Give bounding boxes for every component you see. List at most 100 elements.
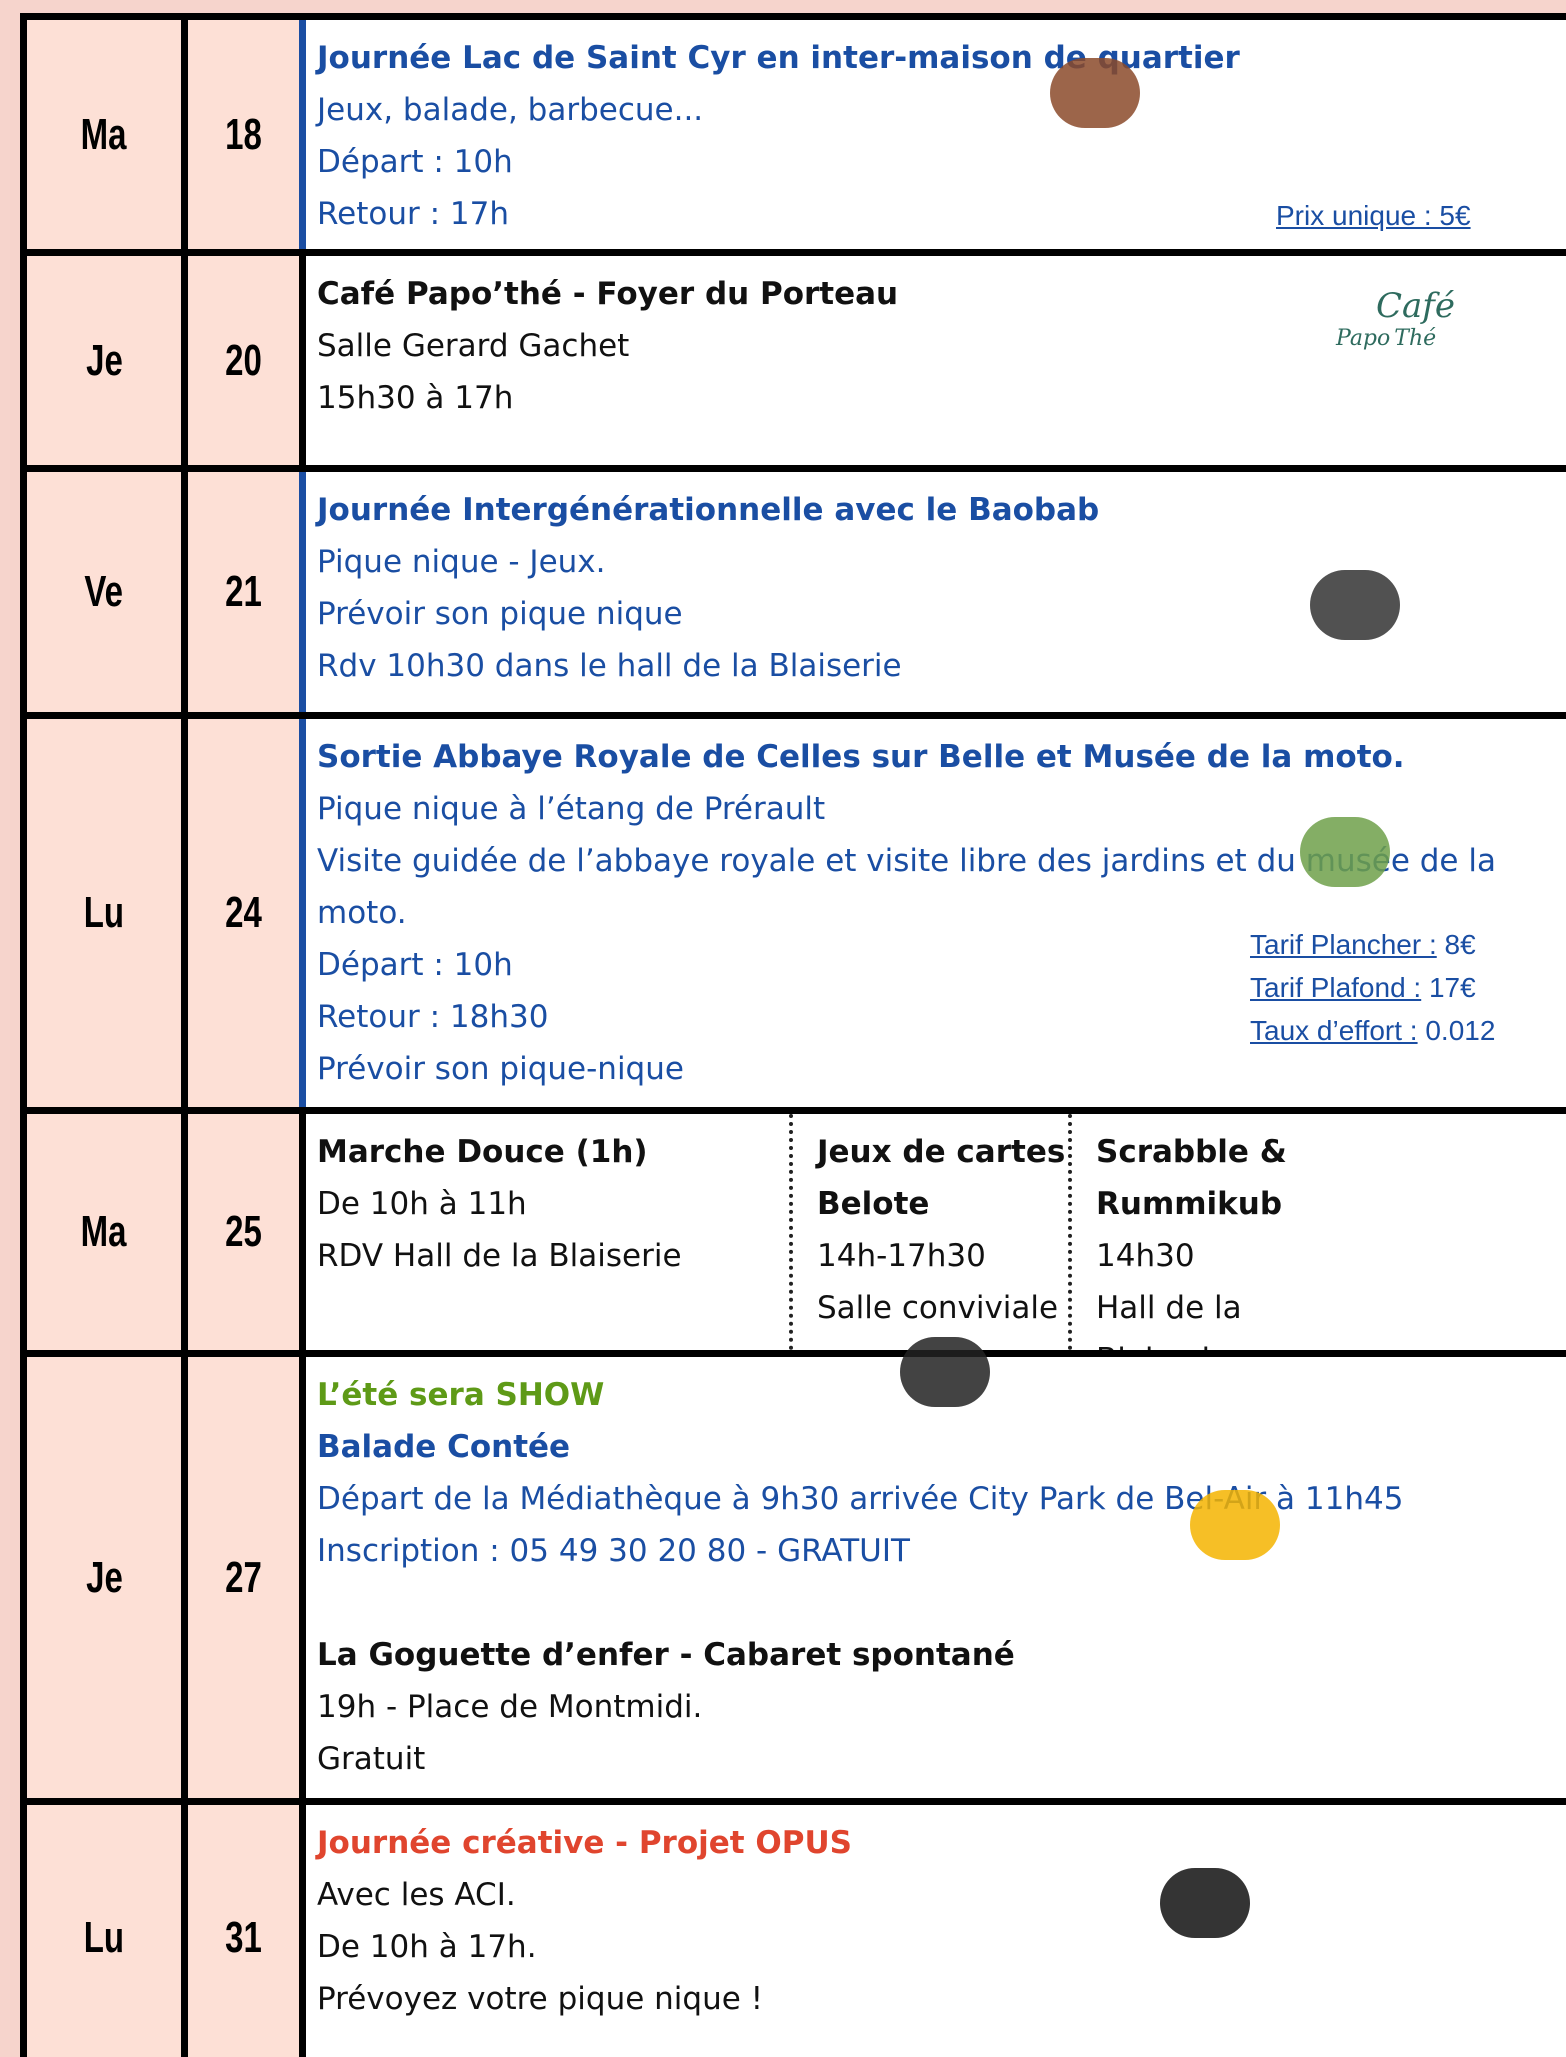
block-line: Départ : 10h — [317, 947, 513, 983]
block-title: Sortie Abbaye Royale de Celles sur Belle… — [317, 739, 1405, 775]
price-label: Taux d’effort : — [1250, 1015, 1418, 1046]
block-line: Prévoir son pique nique — [317, 596, 683, 632]
day-label: Je — [85, 335, 123, 385]
day-cell: Ve — [20, 472, 181, 712]
block-title: Journée créative - Projet OPUS — [317, 1825, 852, 1861]
date-label: 25 — [225, 1207, 262, 1256]
price-value: 8€ — [1444, 929, 1476, 960]
row: Lu 24 Sortie Abbaye Royale de Celles sur B… — [20, 712, 1566, 1107]
date-cell: 24 — [181, 719, 299, 1107]
block-title: Journée Lac de Saint Cyr en inter-maison… — [317, 40, 1240, 76]
column-title: Marche Douce (1h) — [317, 1134, 648, 1170]
block-line: Rdv 10h30 dans le hall de la Blaiserie — [317, 648, 902, 684]
date-label: 27 — [225, 1552, 262, 1602]
date-cell: 18 — [181, 20, 299, 249]
block-line: Pique nique à l’étang de Prérault — [317, 791, 826, 827]
date-label: 31 — [225, 1912, 262, 1962]
content: Journée créative - Projet OPUS Avec les A… — [299, 1805, 1566, 2057]
block-line: 19h - Place de Montmidi. — [317, 1689, 703, 1725]
row: Ma 18 Journée Lac de Saint Cyr en inter-ma… — [20, 13, 1566, 249]
logo-word: Papo — [1336, 326, 1391, 351]
illustration — [1050, 58, 1140, 128]
illustration — [1190, 1490, 1280, 1560]
block-title: La Goguette d’enfer - Cabaret spontané — [317, 1637, 1015, 1673]
price-value: 17€ — [1428, 972, 1476, 1003]
block-line: Prévoir son pique-nique — [317, 1051, 684, 1087]
content: Sortie Abbaye Royale de Celles sur Belle… — [299, 719, 1566, 1107]
illustration — [1160, 1868, 1250, 1938]
logo-word: Café — [1376, 286, 1455, 326]
block-line: Retour : 17h — [317, 196, 509, 232]
day-label: Lu — [83, 1912, 125, 1962]
day-label: Ve — [84, 567, 124, 616]
price-note: Tarif Plancher : 8€ — [1250, 929, 1476, 961]
illustration — [1310, 570, 1400, 640]
day-cell: Lu — [20, 719, 181, 1107]
date-cell: 21 — [181, 472, 299, 712]
content: Marche Douce (1h) De 10h à 11h RDV Hall de… — [299, 1114, 1566, 1378]
day-cell: Je — [20, 256, 181, 465]
block-line: Prévoyez votre pique nique ! — [317, 1981, 764, 2017]
date-label: 24 — [225, 888, 262, 937]
column-line: 14h30 — [1096, 1238, 1195, 1274]
content: Journée Lac de Saint Cyr en inter-maison… — [299, 20, 1566, 249]
column-title: Scrabble & Rummikub — [1096, 1134, 1287, 1222]
block-line: Inscription : 05 49 30 20 80 - GRATUIT — [317, 1533, 910, 1569]
block-line: Départ : 10h — [317, 144, 513, 180]
date-cell: 25 — [181, 1114, 299, 1350]
day-cell: Ma — [20, 20, 181, 249]
logo-words: Papo Thé — [1336, 326, 1455, 351]
day-cell: Ma — [20, 1114, 181, 1350]
block-title: Café Papo’thé - Foyer du Porteau — [317, 276, 899, 312]
block-line: De 10h à 17h. — [317, 1929, 537, 1965]
column: Jeux de cartes Belote 14h-17h30 Salle conv… — [817, 1126, 1077, 1334]
price-value: 0.012 — [1425, 1015, 1496, 1046]
date-cell: 31 — [181, 1805, 299, 2057]
illustration — [900, 1337, 990, 1407]
block-line: Jeux, balade, barbecue... — [317, 92, 704, 128]
row: Je 20 Café Papo’thé - Foyer du Porteau Sall… — [20, 249, 1566, 465]
content: L’été sera SHOW Balade Contée Départ de la… — [299, 1357, 1566, 1798]
logo-word: Thé — [1394, 326, 1437, 351]
separator — [1068, 1114, 1072, 1350]
content: Café Papo’thé - Foyer du Porteau Salle Ge… — [299, 256, 1566, 465]
block-line: Salle Gerard Gachet — [317, 328, 630, 364]
illustration — [1300, 817, 1390, 887]
day-label: Ma — [81, 109, 127, 159]
date-cell: 27 — [181, 1357, 299, 1798]
price-note: Prix unique : 5€ — [1276, 200, 1471, 232]
block-line: Visite guidée de l’abbaye royale et visi… — [317, 843, 1496, 931]
block-line: Retour : 18h30 — [317, 999, 549, 1035]
price-label: Tarif Plafond : — [1250, 972, 1422, 1003]
block-line: Avec les ACI. — [317, 1877, 516, 1913]
column-line: RDV Hall de la Blaiserie — [317, 1238, 682, 1274]
day-label: Ma — [81, 1207, 127, 1256]
row: Ve 21 Journée Intergénérationnelle avec le… — [20, 465, 1566, 712]
content: Journée Intergénérationnelle avec le Bao… — [299, 472, 1566, 712]
date-cell: 20 — [181, 256, 299, 465]
block-title: Balade Contée — [317, 1429, 571, 1465]
block-line: Départ de la Médiathèque à 9h30 arrivée … — [317, 1481, 1404, 1517]
row: Je 27 L’été sera SHOW Balade Contée Départ d… — [20, 1350, 1566, 1798]
day-label: Lu — [83, 888, 125, 937]
price-label: Tarif Plancher : — [1250, 929, 1437, 960]
column-line: Salle conviviale — [817, 1290, 1059, 1326]
block-title: Journée Intergénérationnelle avec le Bao… — [317, 492, 1100, 528]
row: Lu 31 Journée créative - Projet OPUS Avec l… — [20, 1798, 1566, 2057]
day-label: Je — [85, 1552, 123, 1602]
logo: Café Papo Thé — [1336, 286, 1455, 351]
block-line: Pique nique - Jeux. — [317, 544, 606, 580]
date-label: 20 — [225, 335, 262, 385]
column-line: De 10h à 11h — [317, 1186, 527, 1222]
block-line: 15h30 à 17h — [317, 380, 514, 416]
day-cell: Lu — [20, 1805, 181, 2057]
block-title: L’été sera SHOW — [317, 1377, 605, 1413]
separator — [789, 1114, 793, 1350]
block-line: Gratuit — [317, 1741, 426, 1777]
date-label: 21 — [225, 567, 262, 616]
price-label: Prix unique : 5€ — [1276, 200, 1471, 231]
date-label: 18 — [225, 109, 262, 159]
row: Ma 25 Marche Douce (1h) De 10h à 11h RDV Hal… — [20, 1107, 1566, 1378]
